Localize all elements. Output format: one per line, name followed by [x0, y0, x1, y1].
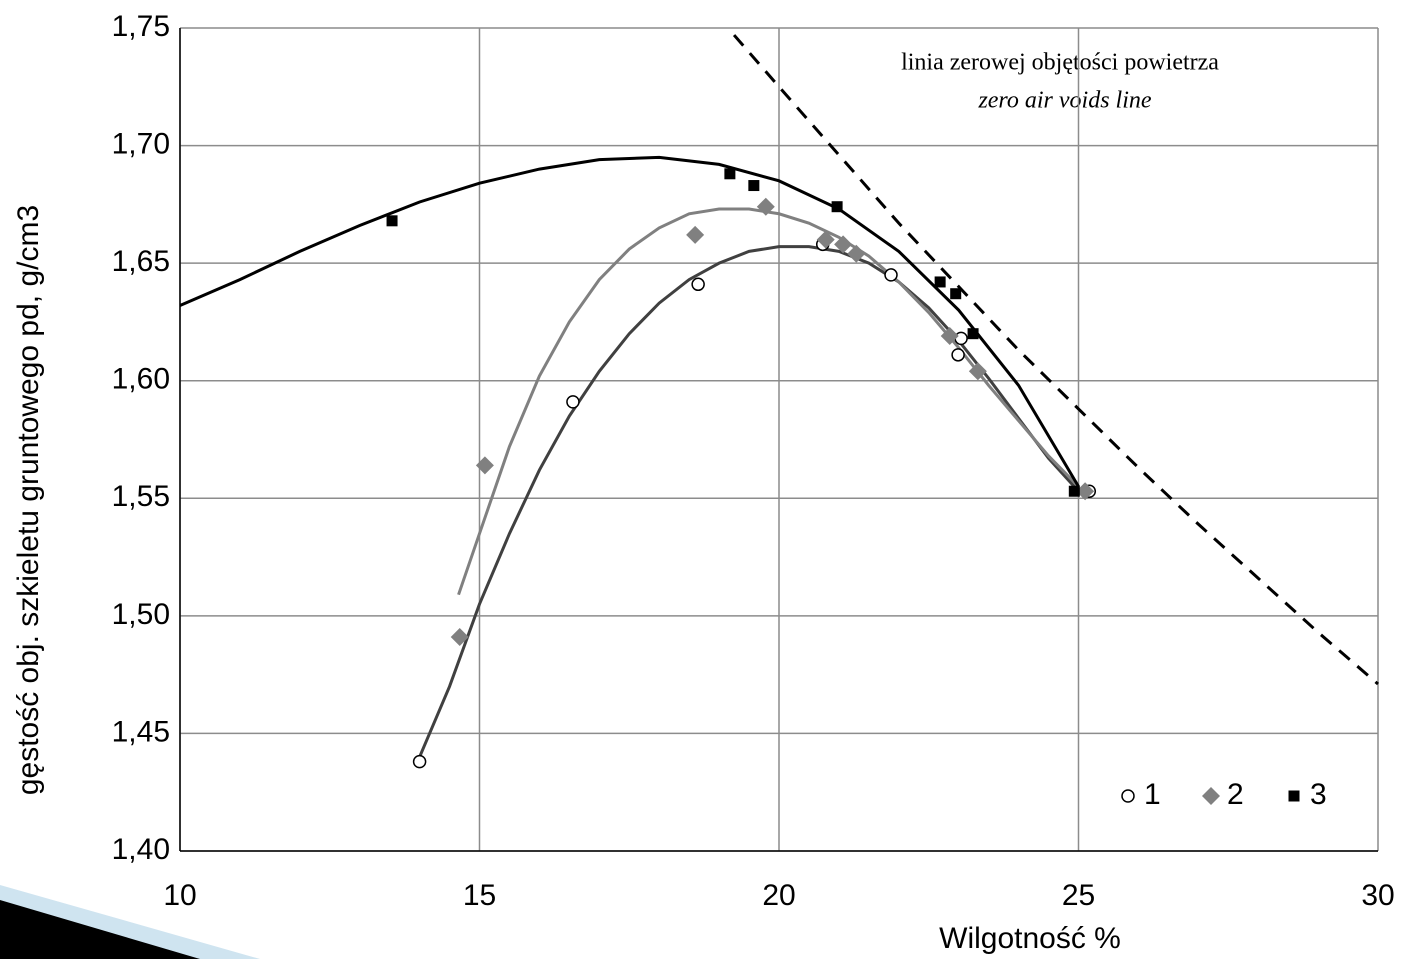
marker: [748, 180, 760, 192]
legend-marker: [1202, 787, 1220, 805]
marker: [934, 276, 946, 288]
x-axis-label: Wilgotność %: [939, 922, 1121, 955]
y-tick-label: 1,55: [112, 480, 170, 513]
x-tick-label: 10: [163, 879, 196, 912]
annotation: linia zerowej objętości powietrza: [901, 50, 1219, 76]
marker: [475, 456, 494, 475]
y-tick-label: 1,50: [112, 598, 170, 631]
marker: [954, 331, 968, 346]
y-tick-label: 1,65: [112, 245, 170, 278]
legend-label: 3: [1310, 778, 1327, 811]
x-tick-label: 20: [762, 879, 795, 912]
marker: [967, 328, 979, 340]
marker: [951, 348, 965, 362]
marker: [968, 362, 987, 381]
legend-label: 2: [1227, 778, 1244, 811]
marker: [950, 288, 962, 300]
legend-marker: [1121, 789, 1135, 803]
trend-line: [418, 245, 1080, 758]
marker: [834, 235, 853, 254]
x-tick-label: 25: [1062, 879, 1095, 912]
marker: [831, 201, 843, 213]
marker: [412, 754, 427, 769]
marker: [686, 225, 705, 244]
annotation: zero air voids line: [977, 88, 1151, 114]
legend-marker: [1288, 790, 1300, 802]
marker: [884, 268, 898, 282]
x-tick-label: 15: [463, 879, 496, 912]
marker: [1068, 485, 1080, 497]
marker: [724, 168, 736, 180]
y-tick-label: 1,75: [112, 10, 170, 43]
legend-label: 1: [1144, 778, 1161, 811]
y-tick-label: 1,70: [112, 127, 170, 160]
trend-line: [179, 155, 1080, 488]
y-tick-label: 1,60: [112, 363, 170, 396]
marker: [756, 197, 775, 216]
decoration: [0, 885, 260, 959]
y-tick-label: 1,45: [112, 715, 170, 748]
zero-air-voids-line: [732, 34, 1379, 686]
marker: [450, 628, 469, 647]
y-tick-label: 1,40: [112, 833, 170, 866]
marker: [1076, 482, 1095, 501]
trend-line: [457, 207, 1080, 596]
marker: [691, 277, 705, 292]
marker: [847, 244, 866, 263]
marker: [940, 327, 959, 346]
marker: [566, 395, 580, 409]
x-tick-label: 30: [1361, 879, 1394, 912]
marker: [386, 215, 398, 227]
marker: [816, 230, 835, 249]
y-axis-label: gęstość obj. szkieletu gruntowego pd, g/…: [12, 205, 45, 795]
